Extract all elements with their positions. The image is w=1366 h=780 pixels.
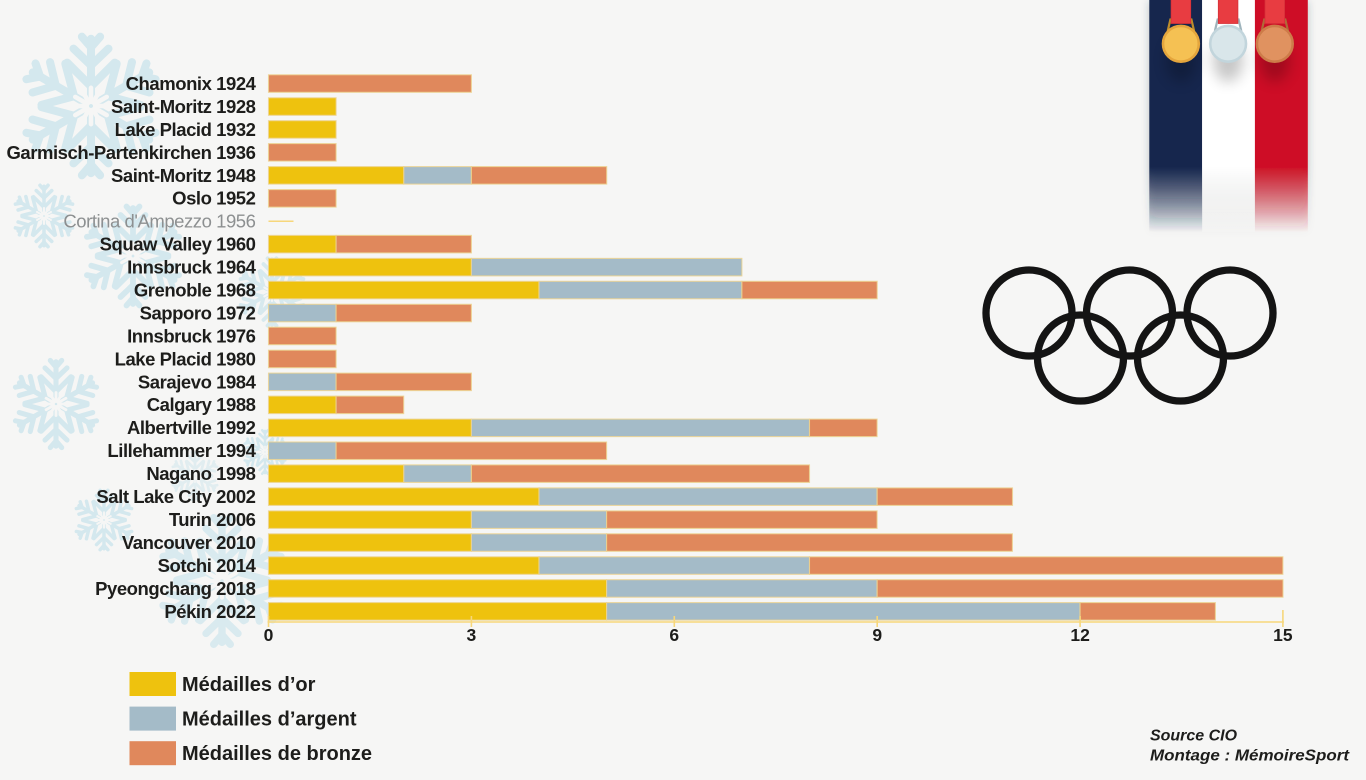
svg-text:Médailles d’argent: Médailles d’argent	[182, 709, 357, 731]
svg-text:Saint-Moritz 1948: Saint-Moritz 1948	[111, 165, 256, 186]
svg-text:9: 9	[872, 625, 882, 645]
svg-text:Médailles d’or: Médailles d’or	[182, 674, 316, 696]
svg-text:15: 15	[1273, 625, 1293, 645]
svg-text:Lillehammer 1994: Lillehammer 1994	[107, 440, 256, 461]
svg-text:Source CIO: Source CIO	[1150, 728, 1237, 745]
svg-text:Calgary 1988: Calgary 1988	[147, 394, 256, 415]
svg-text:Médailles de bronze: Médailles de bronze	[182, 743, 372, 765]
svg-text:3: 3	[467, 625, 477, 645]
svg-text:Sotchi 2014: Sotchi 2014	[158, 555, 257, 576]
svg-text:6: 6	[669, 625, 679, 645]
svg-text:Albertville 1992: Albertville 1992	[127, 417, 256, 438]
svg-text:Turin 2006: Turin 2006	[169, 509, 256, 530]
svg-text:Cortina d'Ampezzo 1956: Cortina d'Ampezzo 1956	[63, 211, 255, 232]
svg-text:Vancouver 2010: Vancouver 2010	[122, 532, 256, 553]
svg-text:Lake Placid 1932: Lake Placid 1932	[115, 119, 256, 140]
svg-text:Montage : MémoireSport: Montage : MémoireSport	[1150, 747, 1350, 764]
svg-text:Sarajevo 1984: Sarajevo 1984	[138, 371, 257, 392]
svg-text:12: 12	[1070, 625, 1090, 645]
svg-text:Chamonix 1924: Chamonix 1924	[126, 73, 257, 94]
svg-text:Saint-Moritz 1928: Saint-Moritz 1928	[111, 96, 256, 117]
svg-text:Nagano 1998: Nagano 1998	[146, 463, 255, 484]
svg-text:Innsbruck 1976: Innsbruck 1976	[127, 325, 256, 346]
svg-text:Grenoble 1968: Grenoble 1968	[134, 280, 256, 301]
svg-text:Squaw Valley 1960: Squaw Valley 1960	[100, 234, 256, 255]
svg-text:Sapporo 1972: Sapporo 1972	[140, 302, 256, 323]
svg-text:Lake Placid 1980: Lake Placid 1980	[115, 348, 256, 369]
svg-text:0: 0	[264, 625, 274, 645]
svg-text:Pékin 2022: Pékin 2022	[164, 601, 255, 622]
svg-text:Oslo 1952: Oslo 1952	[172, 188, 256, 209]
svg-text:Innsbruck 1964: Innsbruck 1964	[127, 257, 257, 278]
svg-text:Salt Lake City 2002: Salt Lake City 2002	[96, 486, 255, 507]
svg-text:Garmisch-Partenkirchen 1936: Garmisch-Partenkirchen 1936	[6, 142, 255, 163]
svg-text:Pyeongchang 2018: Pyeongchang 2018	[95, 578, 256, 599]
